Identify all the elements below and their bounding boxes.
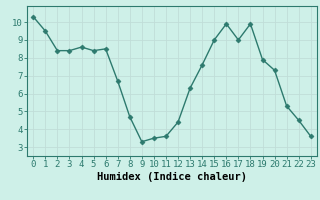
X-axis label: Humidex (Indice chaleur): Humidex (Indice chaleur) [97, 172, 247, 182]
